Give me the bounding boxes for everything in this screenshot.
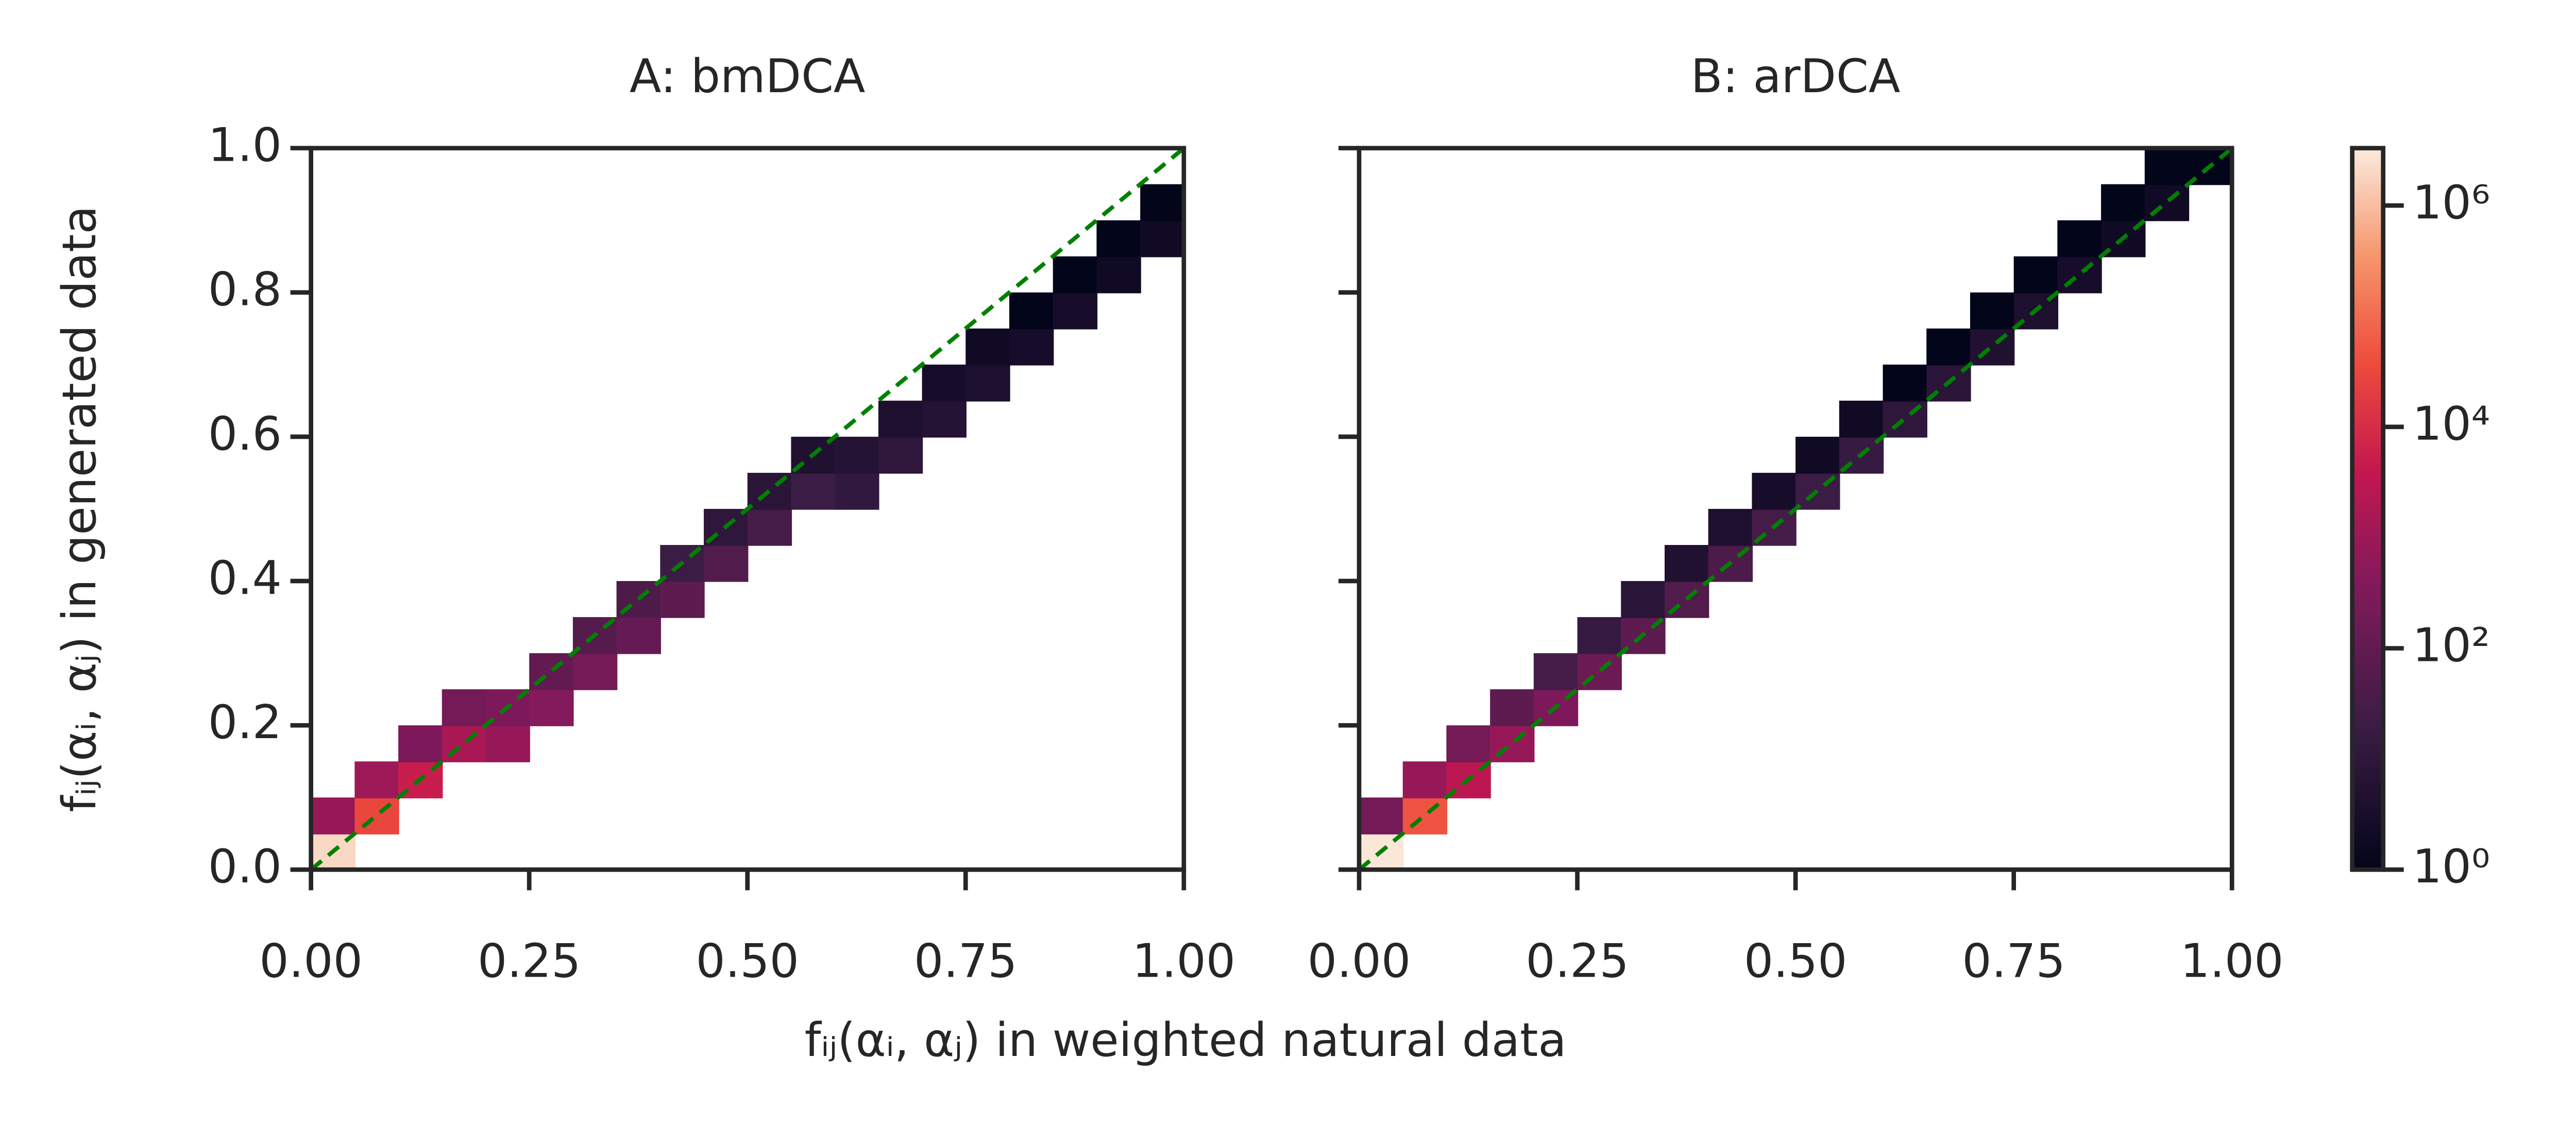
y-axis-label: fᵢⱼ(αᵢ, αⱼ) in generated data	[53, 206, 107, 812]
hist-cell	[311, 797, 356, 834]
hist-cell	[1795, 436, 1840, 474]
hist-cell	[442, 689, 487, 726]
hist-cell	[1009, 292, 1054, 330]
hist-cell	[2144, 148, 2190, 185]
y-tick-label: 0.8	[208, 263, 282, 317]
x-tick-label: 0.00	[259, 934, 362, 988]
colorbar-tick-label: 10⁶	[2412, 176, 2490, 230]
panel-title: A: bmDCA	[630, 49, 866, 104]
y-tick-label: 1.0	[208, 118, 282, 172]
hist-cell	[922, 400, 967, 438]
hist-cell	[1752, 472, 1797, 510]
hist-cell	[1359, 797, 1404, 834]
hist-cell	[2057, 256, 2102, 294]
hist-cell	[1664, 544, 1709, 582]
hist-cell	[1096, 256, 1141, 294]
hist-cell	[1708, 508, 1753, 546]
hist-cell	[922, 364, 967, 402]
hist-cell	[1839, 400, 1884, 438]
hist-cell	[747, 508, 792, 546]
hist-cell	[835, 436, 879, 474]
hist-cell	[1402, 797, 1448, 834]
colorbar-frame	[2350, 146, 2386, 872]
hist-cell	[2101, 184, 2146, 221]
x-tick-label: 0.50	[696, 934, 799, 988]
hist-cell	[878, 436, 923, 474]
hist-cell	[1053, 256, 1098, 294]
hist-cell	[2057, 220, 2102, 258]
colorbar-tick-label: 10⁴	[2412, 397, 2490, 451]
hist-cell	[878, 400, 923, 438]
hist-cell	[1053, 292, 1098, 330]
panel-title: B: arDCA	[1691, 49, 1901, 104]
hist-cell	[965, 328, 1010, 366]
y-tick-label: 0.4	[208, 551, 282, 605]
hist-cell	[1490, 725, 1535, 762]
x-axis-label: fᵢⱼ(αᵢ, αⱼ) in weighted natural data	[805, 1013, 1567, 1067]
hist-cell	[354, 797, 399, 834]
hist-cell	[2144, 184, 2190, 221]
hist-cell	[1970, 328, 2015, 366]
hist-cell	[1402, 761, 1448, 798]
x-tick-label: 1.00	[1132, 934, 1235, 988]
hist-cell	[704, 544, 749, 582]
hist-cell	[1926, 328, 1971, 366]
hist-cell	[791, 472, 836, 510]
hist-cell	[572, 653, 618, 690]
hist-cell	[529, 689, 574, 726]
hist-cell	[1533, 653, 1579, 690]
x-tick-label: 0.25	[478, 934, 581, 988]
hist-cell	[1577, 617, 1622, 654]
hist-cell	[2013, 256, 2059, 294]
x-tick-label: 0.75	[914, 934, 1017, 988]
hist-cell	[1140, 220, 1185, 258]
x-tick-label: 0.75	[1962, 934, 2065, 988]
hist-cell	[1621, 581, 1666, 618]
hist-cell	[1446, 725, 1491, 762]
x-tick-label: 1.00	[2180, 934, 2283, 988]
x-tick-label: 0.50	[1744, 934, 1847, 988]
hist-cell	[965, 364, 1010, 402]
hist-cell	[1140, 184, 1185, 221]
hist-cell	[1883, 364, 1927, 402]
hist-cell	[1490, 689, 1535, 726]
hist-cell	[1096, 220, 1141, 258]
identity-line	[310, 146, 1185, 872]
axes-frame	[1357, 146, 2234, 872]
hist-cell	[660, 581, 705, 618]
y-tick-label: 0.2	[208, 695, 282, 749]
x-tick-label: 0.25	[1526, 934, 1629, 988]
hist-cell	[398, 725, 443, 762]
hist-cell	[1009, 328, 1054, 366]
colorbar	[2352, 148, 2383, 870]
hist-cell	[442, 725, 487, 762]
hist-cell	[485, 725, 530, 762]
colorbar-tick-label: 10²	[2412, 618, 2490, 672]
y-tick-label: 0.0	[208, 840, 282, 894]
hist-cell	[354, 761, 399, 798]
identity-line	[1358, 146, 2233, 872]
axes-frame	[309, 146, 1187, 872]
y-tick-label: 0.6	[208, 407, 282, 461]
x-tick-label: 0.00	[1308, 934, 1411, 988]
hist-cell	[616, 617, 661, 654]
hist-cell	[835, 472, 879, 510]
hist-cell	[1970, 292, 2015, 330]
colorbar-tick-label: 10⁰	[2412, 840, 2490, 894]
